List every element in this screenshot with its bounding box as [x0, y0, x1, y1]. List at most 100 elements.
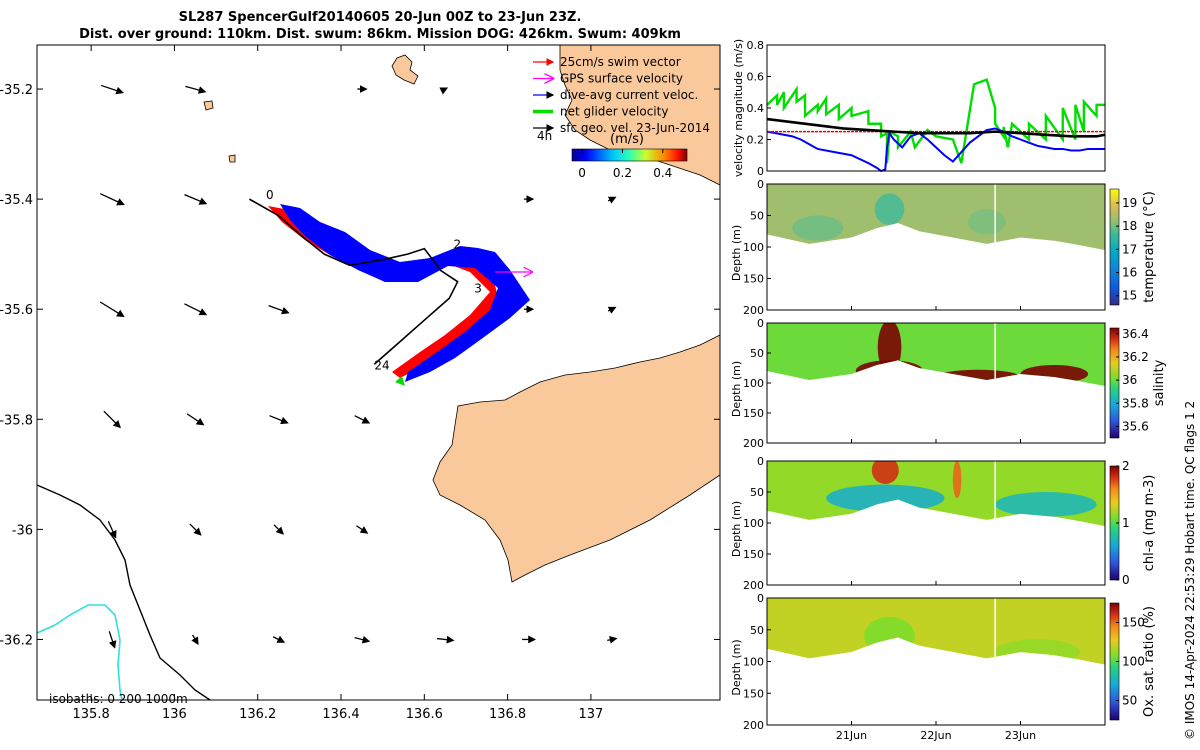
- section-background-fill: [767, 184, 1105, 251]
- current-vector-arrow: [108, 631, 117, 649]
- current-vector-arrow: [272, 635, 286, 643]
- section-background-fill: [767, 323, 1105, 386]
- current-vector-arrow: [99, 301, 125, 318]
- speed-colorbar: [571, 148, 688, 162]
- velocity-y-tick-label: 0: [757, 165, 764, 178]
- map-x-tick-label: 136.2: [239, 707, 276, 722]
- map-y-tick-label: -35.2: [0, 83, 33, 98]
- depth-tick-label: 150: [743, 407, 764, 420]
- depth-tick-label: 0: [757, 178, 764, 191]
- current-vector-arrow: [103, 410, 121, 429]
- track-day-label: 3: [474, 282, 482, 296]
- time-tick-label: 23Jun: [1005, 729, 1036, 742]
- depth-tick-label: 100: [743, 517, 764, 530]
- depth-tick-label: 200: [743, 719, 764, 732]
- colorbar-tick-label: 0: [1122, 573, 1130, 587]
- current-vector-arrow: [268, 304, 290, 315]
- current-vector-arrow: [189, 523, 202, 536]
- time-tick-label: 22Jun: [920, 729, 951, 742]
- section-background-fill: [767, 598, 1105, 665]
- depth-tick-label: 100: [743, 377, 764, 390]
- section-background-fill: [767, 461, 1105, 527]
- current-vector-arrow: [191, 634, 199, 646]
- map-x-tick-label: 136.6: [406, 707, 443, 722]
- colorbar-tick-label: 36.2: [1122, 350, 1149, 364]
- section-feature: [995, 492, 1097, 517]
- colorbar-tick-label: 100: [1122, 655, 1145, 669]
- glider-track: [249, 198, 459, 365]
- colorbar-tick-label: 50: [1122, 694, 1137, 708]
- colorbar-tick-label: 35.6: [1122, 419, 1149, 433]
- colorbar-tick-label: 0: [578, 166, 586, 180]
- map-x-tick-label: 136: [162, 707, 187, 722]
- depth-tick-label: 0: [757, 317, 764, 330]
- depth-tick-label: 50: [750, 486, 764, 499]
- depth-tick-label: 200: [743, 304, 764, 317]
- track-day-label: 24: [374, 359, 389, 373]
- current-vector-arrow: [607, 196, 617, 204]
- isobath-200m: [37, 484, 211, 700]
- map-y-ticks: -35.2 -35.4 -35.6 -35.8 -36 -36.2: [0, 83, 720, 648]
- depth-tick-label: 0: [757, 455, 764, 468]
- colorbar-tick-label: 0.2: [613, 166, 632, 180]
- section-panel-temperature: 0 50 100 150 200 Depth (m) 15 16 17 18 19 temperatu…: [730, 178, 1157, 317]
- map-legend: 25cm/s swim vector GPS surface velocity di…: [533, 55, 710, 135]
- colorbar-tick-label: 36.4: [1122, 327, 1149, 341]
- velocity-series-line: [766, 117, 1106, 138]
- section-colorbar: [1109, 188, 1120, 306]
- section-panel-chl-a: 0 50 100 150 200 Depth (m) 0 1 2 chl-a (mg m-3): [730, 455, 1157, 592]
- section-colorbar: [1109, 327, 1120, 439]
- section-feature: [967, 209, 1006, 235]
- depth-tick-label: 200: [743, 437, 764, 450]
- velocity-series-line: [766, 78, 1105, 164]
- legend-entry-label: dive-avg current veloc.: [560, 88, 698, 102]
- current-vector-arrow: [354, 635, 371, 644]
- map-y-tick-label: -36: [12, 523, 33, 538]
- net-glider-velocity-mark: [395, 376, 405, 386]
- colorbar-tick-label: 2: [1122, 459, 1130, 473]
- legend-time-label: 4h: [537, 129, 552, 143]
- current-vector-arrow: [607, 306, 617, 314]
- velocity-y-tick-label: 0.8: [747, 39, 765, 52]
- depth-tick-label: 150: [743, 687, 764, 700]
- current-vector-arrow: [439, 87, 449, 95]
- current-vector-arrow: [607, 636, 618, 644]
- depth-tick-label: 100: [743, 656, 764, 669]
- imos-credit: © IMOS 14-Apr-2024 22:53:29 Hobart time.…: [1183, 400, 1197, 740]
- current-vector-arrow: [269, 415, 289, 425]
- section-feature: [871, 461, 899, 484]
- map-x-tick-label: 136.8: [489, 707, 526, 722]
- section-feature: [864, 617, 915, 656]
- colorbar-tick-label: 19: [1122, 196, 1137, 210]
- track-line: [249, 198, 459, 365]
- land-yorke-peninsula: [432, 334, 720, 583]
- section-panel-salinity: 0 50 100 150 200 Depth (m) 35.6 35.8 36 36.2 36.4 s…: [730, 317, 1167, 450]
- current-vector-arrow: [354, 415, 371, 424]
- current-vector-arrow: [184, 303, 208, 316]
- colorbar-tick-label: 35.8: [1122, 396, 1149, 410]
- map-y-tick-label: -35.6: [0, 303, 33, 318]
- depth-tick-label: 150: [743, 548, 764, 561]
- section-ylabel: Depth (m): [730, 225, 743, 281]
- section-feature: [1020, 365, 1089, 383]
- colorbar-tick-label: 17: [1122, 242, 1137, 256]
- track-day-label: 0: [266, 188, 274, 202]
- section-feature: [936, 369, 1021, 385]
- section-panel-Ox. sat. ratio: 0 50 100 150 200 Depth (m) 21Jun 22Jun 23Jun 50 10…: [730, 592, 1157, 742]
- section-feature: [877, 323, 902, 374]
- velocity-y-tick-label: 0.6: [747, 71, 765, 84]
- depth-tick-label: 150: [743, 273, 764, 286]
- colorbar-label: Ox. sat. ratio (%): [1142, 606, 1157, 717]
- isobath-1000m: [37, 604, 123, 700]
- section-feature: [952, 461, 962, 499]
- sfc-geo-velocity-field: [99, 84, 618, 649]
- section-feature: [995, 639, 1080, 665]
- section-field: [767, 461, 1105, 527]
- colorbar-tick-label: 1: [1122, 516, 1130, 530]
- depth-tick-label: 50: [750, 210, 764, 223]
- current-vector-arrow: [436, 635, 455, 644]
- land-islet: [203, 100, 214, 111]
- section-feature: [874, 193, 905, 225]
- track-day-label: 2: [453, 238, 461, 252]
